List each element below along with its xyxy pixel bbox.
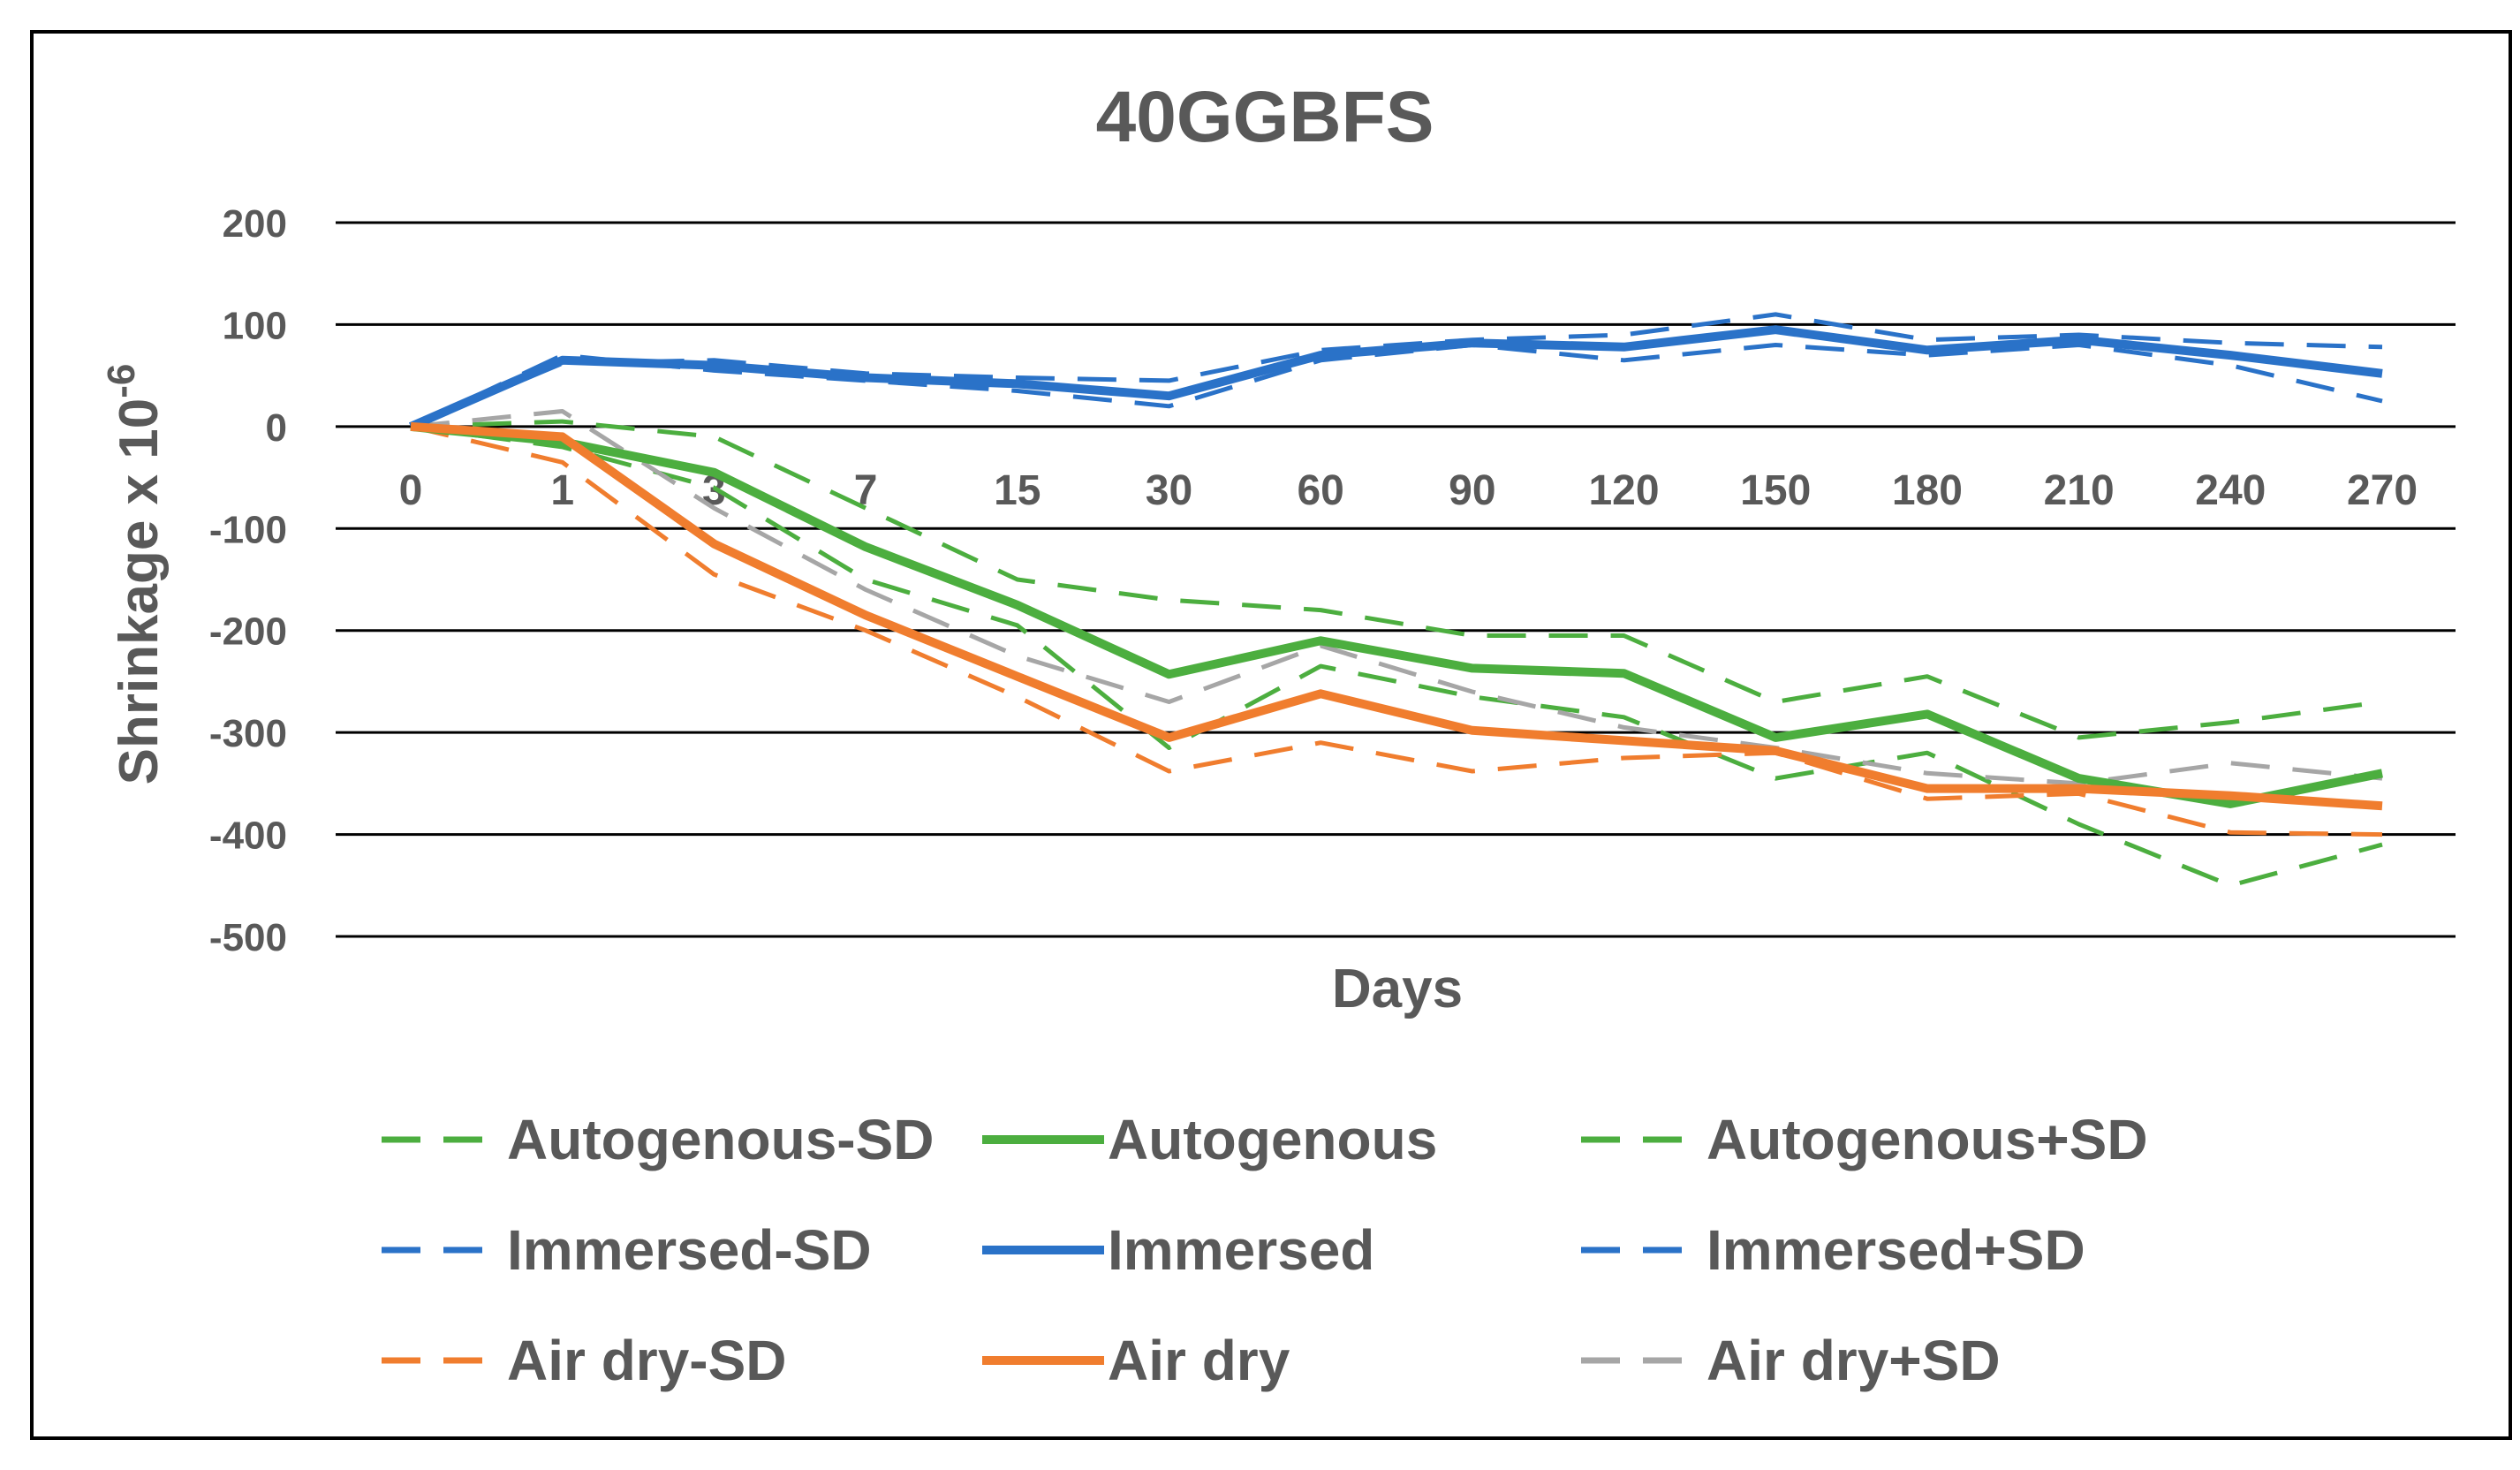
series-line-air-dry-sd <box>410 409 2383 786</box>
legend-label-autogenous-sd: Autogenous+SD <box>1706 1108 2148 1171</box>
x-tick-label: 90 <box>1449 467 1495 514</box>
legend-label-air-dry-sd: Air dry+SD <box>1706 1329 2001 1392</box>
y-tick-labels: 200 100 0 -100 -200 -300 -400 -500 <box>209 202 287 959</box>
y-axis-label-text: Shrinkage x 10 <box>109 398 170 785</box>
chart-title: 40GGBFS <box>1096 77 1434 157</box>
y-axis-label: Shrinkage x 10-6 <box>100 364 170 785</box>
legend: Autogenous-SD Autogenous Autogenous+SD Imme… <box>382 1108 2148 1392</box>
x-tick-label: 270 <box>2347 467 2418 514</box>
x-tick-labels: 0 1 3 7 15 30 60 90 120 150 180 210 240 270 <box>399 467 2418 514</box>
series-line-autogenous-sd <box>410 419 2383 740</box>
x-tick-label: 210 <box>2044 467 2115 514</box>
y-tick-label: -300 <box>209 712 287 755</box>
x-tick-label: 30 <box>1146 467 1192 514</box>
legend-label-air-dry-sd: Air dry-SD <box>507 1329 787 1392</box>
series-line-autogenous-sd <box>410 424 2383 888</box>
series-line-air-dry <box>410 421 2383 811</box>
y-tick-label: -500 <box>209 916 287 959</box>
legend-label-air-dry: Air dry <box>1108 1329 1290 1392</box>
legend-label-immersed: Immersed <box>1108 1218 1374 1282</box>
y-tick-label: -100 <box>209 508 287 551</box>
x-tick-label: 0 <box>399 467 423 514</box>
x-tick-label: 180 <box>1892 467 1963 514</box>
series-line-immersed <box>408 325 2383 431</box>
x-tick-label: 150 <box>1740 467 1811 514</box>
x-axis-label: Days <box>1332 959 1463 1019</box>
x-tick-label: 60 <box>1297 467 1343 514</box>
legend-label-immersed-sd: Immersed-SD <box>507 1218 872 1282</box>
legend-label-autogenous: Autogenous <box>1108 1108 1437 1171</box>
y-tick-label: -200 <box>209 610 287 654</box>
y-tick-label: 100 <box>223 304 287 347</box>
x-tick-label: 240 <box>2195 467 2266 514</box>
series-line-air-dry-sd <box>410 424 2383 837</box>
x-tick-label: 1 <box>550 467 574 514</box>
series-lines <box>408 312 2383 888</box>
y-tick-label: -400 <box>209 815 287 858</box>
legend-label-immersed-sd: Immersed+SD <box>1706 1218 2085 1282</box>
legend-label-autogenous-sd: Autogenous-SD <box>507 1108 935 1171</box>
x-tick-label: 15 <box>994 467 1041 514</box>
x-tick-label: 120 <box>1588 467 1659 514</box>
y-tick-label: 200 <box>223 202 287 246</box>
y-tick-label: 0 <box>266 406 287 450</box>
series-line-autogenous <box>410 421 2383 808</box>
y-axis-label-exponent: -6 <box>100 364 143 398</box>
